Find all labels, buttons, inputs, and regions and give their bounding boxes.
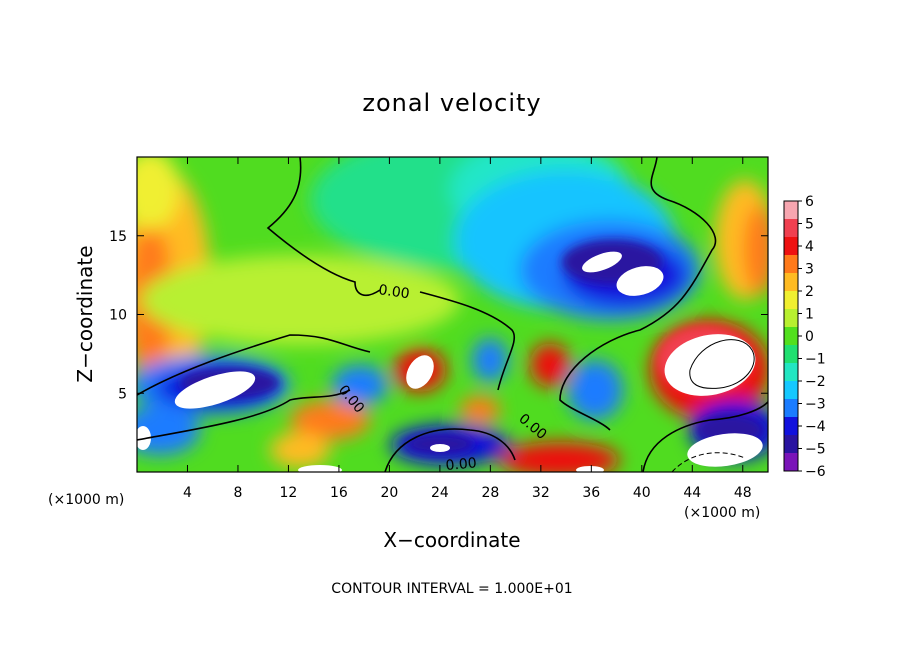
colorbar-tick-label: 6 [805,194,814,210]
x-tick-label: 4 [183,485,192,501]
heatmap-field [137,157,768,472]
contour-interval-note: CONTOUR INTERVAL = 1.000E+01 [331,581,572,597]
colorbar-swatch [784,255,798,274]
x-tick-label: 40 [633,485,651,501]
y-tick-label: 5 [118,386,127,402]
colorbar-swatch [784,381,798,400]
x-unit-left: (×1000 m) [48,492,124,508]
colorbar-tick-label: −2 [805,374,826,390]
y-axis: 5 10 15 [109,229,768,402]
y-tick-label: 15 [109,229,127,245]
colorbar-tick-label: −1 [805,352,826,368]
colorbar-swatch [784,363,798,382]
x-tick-label: 12 [280,485,298,501]
colorbar-tick-label: 4 [805,239,814,255]
contour-label: 0.00 [377,282,410,302]
colorbar-swatch [784,237,798,256]
colorbar-tick-label: −6 [805,464,826,480]
x-tick-label: 44 [683,485,701,501]
x-tick-label: 28 [481,485,499,501]
colorbar-swatch [784,453,798,472]
colorbar-tick-label: −5 [805,442,826,458]
colorbar-swatch [784,309,798,328]
zero-contours [137,157,768,472]
colorbar-swatch [784,291,798,310]
colorbar-swatch [784,417,798,436]
x-tick-label: 20 [380,485,398,501]
y-tick-label: 10 [109,308,127,324]
chart-title: zonal velocity [362,89,541,117]
colorbar-tick-label: 0 [805,329,814,345]
colorbar-swatch [784,327,798,346]
colorbar-tick-label: 1 [805,307,814,323]
colorbar-tick-label: 3 [805,262,814,278]
contour-label: 0.00 [445,455,477,474]
colorbar-tick-label: 5 [805,217,814,233]
colorbar-swatch [784,201,798,220]
colorbar-swatch [784,273,798,292]
x-axis-label: X−coordinate [383,528,520,552]
colorbar-swatch [784,435,798,454]
colorbar-tick-label: −3 [805,397,826,413]
x-tick-label: 24 [431,485,449,501]
colorbar-tick-label: −4 [805,419,826,435]
x-tick-label: 32 [532,485,550,501]
colorbar-swatch [784,219,798,238]
colorbar-tick-label: 2 [805,284,814,300]
x-tick-label: 16 [330,485,348,501]
x-axis: 4 8 12 16 20 24 28 32 36 40 44 48 [183,157,752,501]
colorbar-swatch [784,345,798,364]
y-axis-label: Z−coordinate [73,245,97,382]
x-tick-label: 8 [233,485,242,501]
colorbar: 6 5 4 3 2 1 0 −1 −2 −3 −4 −5 −6 [783,194,826,480]
x-tick-label: 48 [734,485,752,501]
out-of-range-regions [137,251,763,472]
x-tick-label: 36 [582,485,600,501]
x-unit-right: (×1000 m) [684,505,760,521]
colorbar-swatch [784,399,798,418]
